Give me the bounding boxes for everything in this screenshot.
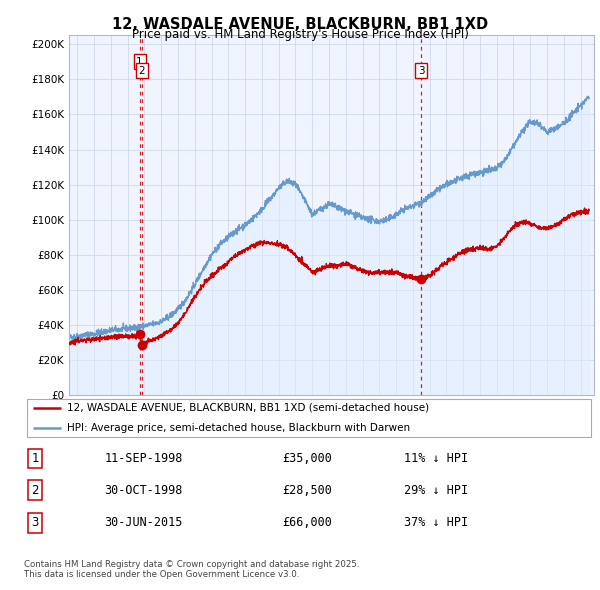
Text: 1: 1 [136,57,143,67]
Text: £66,000: £66,000 [283,516,332,529]
Text: 3: 3 [31,516,39,529]
Text: 29% ↓ HPI: 29% ↓ HPI [404,484,468,497]
Text: Price paid vs. HM Land Registry's House Price Index (HPI): Price paid vs. HM Land Registry's House … [131,28,469,41]
Text: 37% ↓ HPI: 37% ↓ HPI [404,516,468,529]
Text: 11% ↓ HPI: 11% ↓ HPI [404,452,468,465]
Text: £28,500: £28,500 [283,484,332,497]
Text: 3: 3 [418,65,425,76]
Text: HPI: Average price, semi-detached house, Blackburn with Darwen: HPI: Average price, semi-detached house,… [67,423,410,432]
Text: 2: 2 [31,484,39,497]
Text: 12, WASDALE AVENUE, BLACKBURN, BB1 1XD: 12, WASDALE AVENUE, BLACKBURN, BB1 1XD [112,17,488,31]
Text: 30-JUN-2015: 30-JUN-2015 [104,516,182,529]
FancyBboxPatch shape [27,399,591,437]
Text: 1: 1 [31,452,39,465]
Text: 12, WASDALE AVENUE, BLACKBURN, BB1 1XD (semi-detached house): 12, WASDALE AVENUE, BLACKBURN, BB1 1XD (… [67,403,429,412]
Text: 11-SEP-1998: 11-SEP-1998 [104,452,182,465]
Text: £35,000: £35,000 [283,452,332,465]
Text: Contains HM Land Registry data © Crown copyright and database right 2025.
This d: Contains HM Land Registry data © Crown c… [24,560,359,579]
Text: 30-OCT-1998: 30-OCT-1998 [104,484,182,497]
Text: 2: 2 [139,65,145,76]
